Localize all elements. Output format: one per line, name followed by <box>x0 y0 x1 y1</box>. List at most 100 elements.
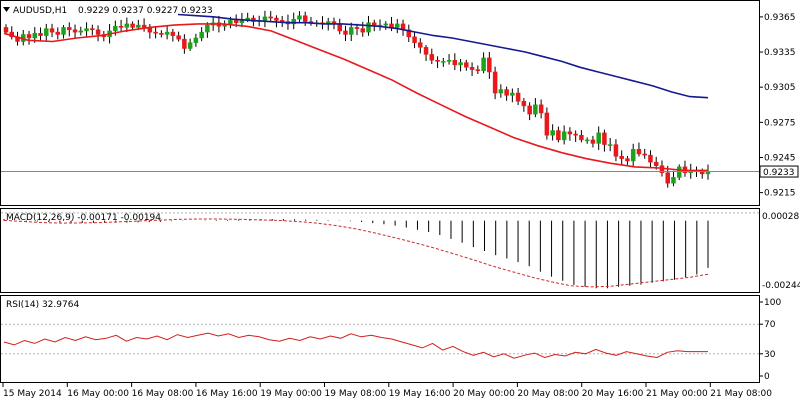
candle-body <box>613 144 619 157</box>
macd-tick-bottom: -0.00244 <box>762 281 800 291</box>
candle-body <box>441 61 446 63</box>
candle-body <box>44 28 49 36</box>
candle-body <box>412 36 417 43</box>
candle-body <box>164 31 170 35</box>
candle-body <box>481 57 486 72</box>
candle-body <box>176 35 181 40</box>
candle-body <box>3 27 9 33</box>
macd-plot <box>1 212 759 289</box>
candle-body <box>584 139 590 142</box>
candle-body <box>510 92 515 96</box>
rsi-plot <box>1 323 759 359</box>
candle-body <box>182 38 187 49</box>
candle-body <box>90 28 95 31</box>
price-tick-label: 0.9245 <box>764 153 796 163</box>
candle-body <box>671 177 676 184</box>
candle-body <box>343 30 348 35</box>
candle-body <box>130 23 135 28</box>
candle-body <box>205 24 210 33</box>
candle-body <box>360 28 366 33</box>
time-tick-label: 20 May 00:00 <box>453 389 515 399</box>
candle-body <box>653 161 659 166</box>
symbol-label: AUDUSD,H1 <box>13 6 67 16</box>
candle-body <box>602 132 607 145</box>
candle-body <box>187 42 193 49</box>
candle-body <box>228 20 233 25</box>
candle-body <box>676 166 682 178</box>
candle-body <box>619 156 624 159</box>
candle-body <box>159 33 164 35</box>
candle-body <box>406 29 412 38</box>
candle-body <box>118 26 124 28</box>
candle-body <box>262 16 268 21</box>
time-tick-label: 19 May 16:00 <box>389 389 451 399</box>
price-panel[interactable] <box>0 0 760 206</box>
candle-body <box>366 22 371 33</box>
time-tick-label: 16 May 08:00 <box>132 389 194 399</box>
candle-body <box>533 104 538 115</box>
candle-body <box>302 15 308 22</box>
candle-body <box>504 89 509 96</box>
ma-fast-line <box>3 23 708 172</box>
candle-body <box>521 100 527 107</box>
candle-body <box>153 31 158 34</box>
candle-body <box>665 172 670 184</box>
candle-body <box>372 22 377 26</box>
candle-body <box>279 20 285 22</box>
candle-body <box>113 26 118 32</box>
rsi-title: RSI(14) 32.9764 <box>6 300 79 310</box>
candle-body <box>95 29 101 35</box>
price-tick-label: 0.9275 <box>764 118 796 128</box>
candle-body <box>418 42 423 48</box>
candle-body <box>550 130 555 136</box>
rsi-tick-label: 0 <box>764 372 770 382</box>
time-tick-label: 15 May 2014 <box>3 389 62 399</box>
ohlc-readout: 0.9229 0.9237 0.9227 0.9233 <box>78 6 213 16</box>
candle-body <box>383 23 389 26</box>
candle-body <box>199 31 204 39</box>
candle-body <box>26 34 32 39</box>
candle-body <box>556 130 561 141</box>
candle-body <box>544 112 550 136</box>
candle-body <box>538 104 544 114</box>
candle-body <box>527 105 532 115</box>
candle-body <box>561 131 567 141</box>
candle-body <box>469 67 475 70</box>
time-tick-label: 20 May 08:00 <box>517 389 579 399</box>
candle-body <box>55 31 61 35</box>
price-tick-label: 0.9335 <box>764 48 796 58</box>
candle-body <box>567 131 573 135</box>
candle-body <box>32 33 38 39</box>
candle-body <box>268 16 273 19</box>
price-tick-label: 0.9215 <box>764 189 796 199</box>
rsi-y-axis: 100 70 30 0 <box>759 298 781 382</box>
candle-body <box>590 139 596 144</box>
candle-body <box>475 69 481 72</box>
candle-body <box>78 30 84 33</box>
candle-body <box>515 92 521 102</box>
candle-body <box>423 47 429 55</box>
candle-body <box>573 133 578 136</box>
candle-body <box>84 28 89 32</box>
candle-body <box>642 153 647 156</box>
rsi-panel[interactable] <box>0 295 760 383</box>
time-tick-label: 16 May 00:00 <box>67 389 129 399</box>
candle-body <box>337 23 342 32</box>
time-axis: 15 May 2014 16 May 00:00 16 May 08:00 16 Ma… <box>2 383 772 399</box>
candle-body <box>291 18 296 25</box>
time-tick-label: 19 May 00:00 <box>260 389 322 399</box>
ma-slow-line <box>177 13 709 99</box>
candle-body <box>452 59 458 66</box>
time-tick-label: 21 May 00:00 <box>646 389 708 399</box>
candle-body <box>435 59 440 62</box>
rsi-tick-label: 100 <box>764 298 781 308</box>
time-tick-label: 20 May 16:00 <box>582 389 644 399</box>
candle-body <box>141 24 147 28</box>
dropdown-triangle-icon[interactable] <box>3 7 10 12</box>
rsi-line <box>3 332 708 359</box>
macd-tick-top: 0.00028 <box>762 212 799 222</box>
price-tag: 0.9233 <box>763 168 795 178</box>
candle-body <box>446 59 452 62</box>
candle-body <box>72 29 78 33</box>
